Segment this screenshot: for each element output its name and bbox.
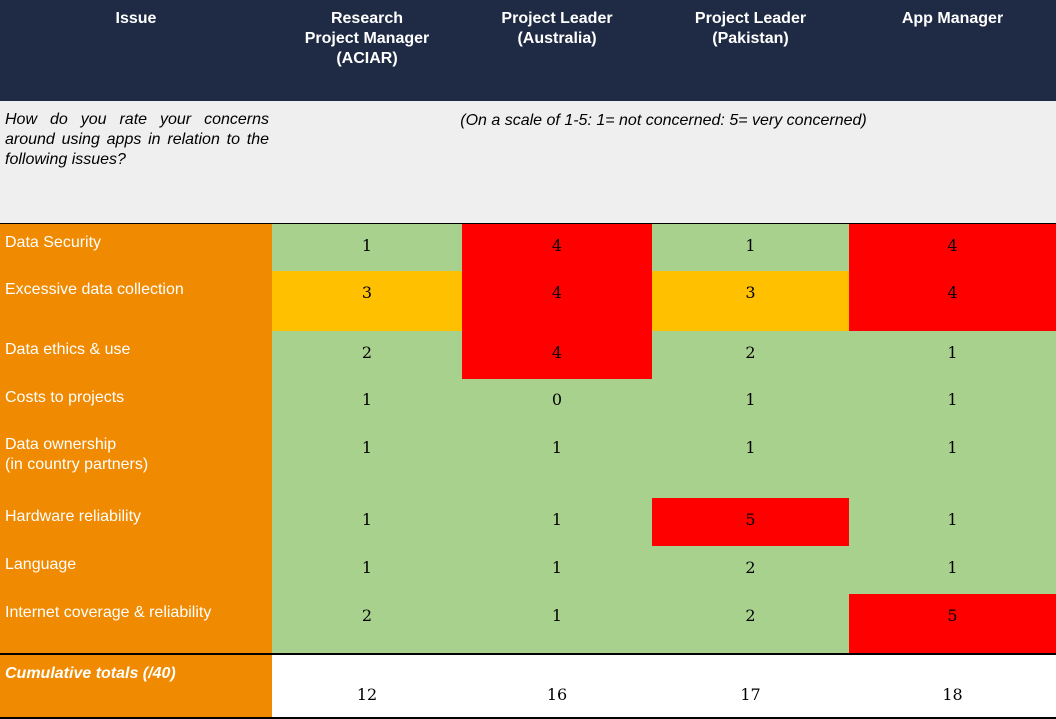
total-value: 16 <box>546 685 568 704</box>
value-cell: 4 <box>462 331 652 379</box>
value-cell: 1 <box>272 498 462 546</box>
question-row: How do you rate your concerns around usi… <box>0 101 1056 225</box>
value-cell: 1 <box>462 426 652 498</box>
value-cell: 2 <box>272 331 462 379</box>
issue-label: Data ownership (in country partners) <box>0 426 272 498</box>
value-cell: 1 <box>462 498 652 546</box>
value-cell: 3 <box>272 271 462 331</box>
totals-row: Cumulative totals (/40) 12 16 17 18 <box>0 653 1056 719</box>
table-row: Data ownership (in country partners) 1 1… <box>0 426 1056 498</box>
value-cell: 1 <box>652 379 849 426</box>
value-cell: 5 <box>652 498 849 546</box>
value-cell: 2 <box>652 331 849 379</box>
value-cell: 1 <box>272 426 462 498</box>
total-value: 18 <box>942 685 963 704</box>
header-app-manager: App Manager <box>849 0 1056 101</box>
total-value: 17 <box>740 685 761 704</box>
value-cell: 0 <box>462 379 652 426</box>
issue-label: Data ethics & use <box>0 331 272 379</box>
value-cell: 1 <box>849 498 1056 546</box>
header-plp-label: Project Leader (Pakistan) <box>694 10 807 47</box>
value-cell: 2 <box>272 594 462 653</box>
value-cell: 1 <box>272 224 462 271</box>
value-cell: 1 <box>652 224 849 271</box>
value-cell: 2 <box>652 546 849 594</box>
value-cell: 2 <box>652 594 849 653</box>
issue-label: Hardware reliability <box>0 498 272 546</box>
issue-label-line1: Data ownership <box>5 436 117 453</box>
table-header-row: Issue Research Project Manager (ACIAR) P… <box>0 0 1056 103</box>
value-cell: 4 <box>849 224 1056 271</box>
value-cell: 1 <box>849 331 1056 379</box>
value-cell: 1 <box>272 546 462 594</box>
table-row: Hardware reliability 1 1 5 1 <box>0 498 1056 546</box>
issue-label: Costs to projects <box>0 379 272 426</box>
header-rpm-label: Research Project Manager (ACIAR) <box>304 10 430 67</box>
header-issue-label: Issue <box>115 10 157 27</box>
table-row: Data Security 1 4 1 4 <box>0 224 1056 271</box>
total-value: 12 <box>356 685 378 704</box>
value-cell: 4 <box>462 271 652 331</box>
header-issue: Issue <box>0 0 272 101</box>
value-cell: 1 <box>849 379 1056 426</box>
header-am-label: App Manager <box>901 10 1004 27</box>
totals-label: Cumulative totals (/40) <box>0 655 272 717</box>
table-row: Internet coverage & reliability 2 1 2 5 <box>0 594 1056 653</box>
header-pla-label: Project Leader (Australia) <box>501 10 613 47</box>
table-row: Language 1 1 2 1 <box>0 546 1056 594</box>
scale-note: (On a scale of 1-5: 1= not concerned: 5=… <box>460 112 867 129</box>
value-cell: 4 <box>462 224 652 271</box>
header-project-leader-pakistan: Project Leader (Pakistan) <box>652 0 849 101</box>
table-row: Excessive data collection 3 4 3 4 <box>0 271 1056 331</box>
value-cell: 4 <box>849 271 1056 331</box>
value-cell: 1 <box>462 594 652 653</box>
value-cell: 5 <box>849 594 1056 653</box>
header-project-leader-australia: Project Leader (Australia) <box>462 0 652 101</box>
value-cell: 1 <box>272 379 462 426</box>
issue-label-line2: (in country partners) <box>5 456 149 473</box>
issue-label: Data Security <box>0 224 272 271</box>
issue-label: Internet coverage & reliability <box>0 594 272 653</box>
table-row: Costs to projects 1 0 1 1 <box>0 379 1056 426</box>
value-cell: 1 <box>652 426 849 498</box>
table-row: Data ethics & use 2 4 2 1 <box>0 331 1056 379</box>
question-text: How do you rate your concerns around usi… <box>5 111 269 168</box>
value-cell: 3 <box>652 271 849 331</box>
issue-label: Language <box>0 546 272 594</box>
value-cell: 1 <box>849 546 1056 594</box>
issue-label: Excessive data collection <box>0 271 272 331</box>
value-cell: 1 <box>849 426 1056 498</box>
header-research-project-manager: Research Project Manager (ACIAR) <box>272 0 462 101</box>
value-cell: 1 <box>462 546 652 594</box>
